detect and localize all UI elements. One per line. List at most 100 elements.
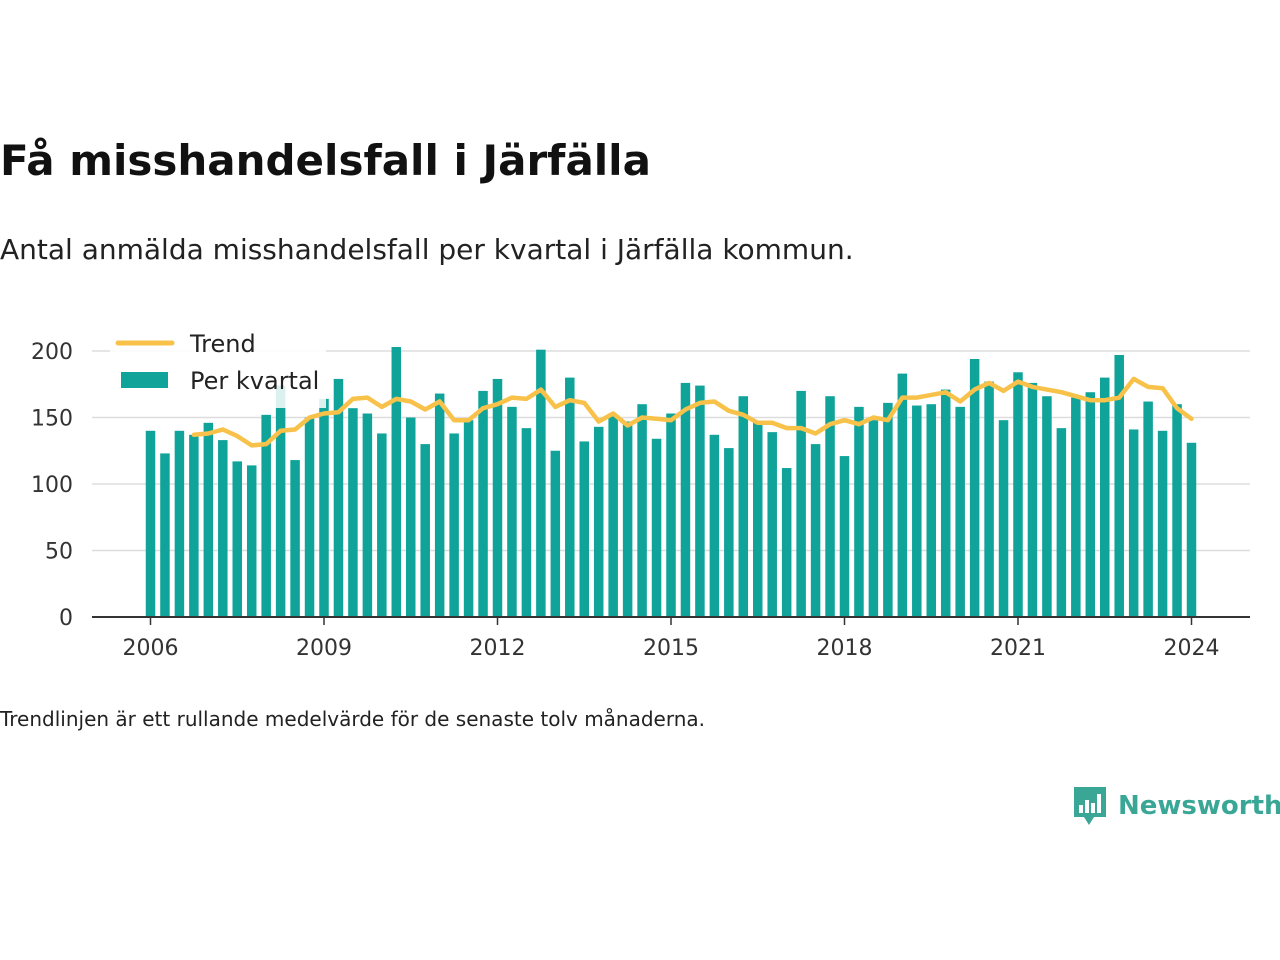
y-tick-label: 50 xyxy=(45,540,73,565)
chart-subtitle: Antal anmälda misshandelsfall per kvarta… xyxy=(0,233,854,266)
bar xyxy=(767,432,777,617)
bar xyxy=(290,460,300,617)
bar xyxy=(1042,396,1052,617)
bar xyxy=(565,377,575,617)
bar xyxy=(637,404,647,617)
bar xyxy=(695,385,705,617)
x-tick-label: 2024 xyxy=(1164,636,1220,661)
bar xyxy=(1143,401,1153,617)
bar xyxy=(1186,442,1197,617)
bar xyxy=(753,421,763,617)
bar xyxy=(275,385,286,617)
bar xyxy=(1056,428,1067,617)
bar xyxy=(1114,354,1124,617)
newsworthy-logo: Newsworthy xyxy=(1072,785,1280,827)
y-tick-label: 200 xyxy=(31,340,73,365)
legend: Trend Per kvartal xyxy=(110,330,326,408)
bar xyxy=(507,406,517,617)
bar xyxy=(1128,429,1139,617)
bar xyxy=(738,396,749,617)
y-tick-labels: 0 50 100 150 200 xyxy=(31,340,73,631)
bar xyxy=(478,390,488,617)
bar xyxy=(984,381,994,617)
y-tick-label: 150 xyxy=(31,407,73,432)
bar xyxy=(391,347,402,617)
bar xyxy=(377,433,387,617)
bar xyxy=(1100,377,1110,617)
trend-line xyxy=(191,376,1194,448)
bar xyxy=(449,433,459,617)
bar xyxy=(203,422,214,617)
bar xyxy=(854,406,864,617)
bar xyxy=(955,406,965,617)
bar xyxy=(868,420,879,617)
bar xyxy=(724,448,734,617)
bar-series-per-kvartal xyxy=(145,347,1197,617)
bar xyxy=(434,393,445,617)
bar xyxy=(940,389,951,617)
newsworthy-logo-icon xyxy=(1074,787,1106,825)
x-tick-label: 2018 xyxy=(817,636,873,661)
bar xyxy=(145,430,156,617)
bar xyxy=(897,373,908,617)
bar xyxy=(261,414,271,617)
legend-label-trend: Trend xyxy=(189,330,256,358)
bar xyxy=(160,453,170,617)
bar xyxy=(550,450,561,617)
bar xyxy=(333,378,344,617)
bar xyxy=(839,456,850,617)
bar xyxy=(622,421,633,617)
bar xyxy=(492,378,503,617)
bar xyxy=(810,444,821,617)
legend-label-per-kvartal: Per kvartal xyxy=(190,367,319,395)
bar xyxy=(969,358,980,617)
bar xyxy=(232,461,242,617)
bar xyxy=(680,382,691,617)
bar xyxy=(666,413,676,617)
x-tick-label: 2006 xyxy=(123,636,179,661)
bar xyxy=(1013,372,1023,617)
x-tick-label: 2012 xyxy=(470,636,526,661)
bar xyxy=(420,444,430,617)
y-tick-label: 100 xyxy=(31,473,73,498)
x-tick-label: 2009 xyxy=(296,636,352,661)
bar xyxy=(406,417,416,617)
y-tick-label: 0 xyxy=(59,606,73,631)
bar xyxy=(189,434,199,617)
bar xyxy=(579,441,589,617)
bar xyxy=(174,430,185,617)
bar xyxy=(825,396,835,617)
bar xyxy=(1157,430,1168,617)
bar-line-chart: 0 50 100 150 200 2006 2009 2012 2015 2018 2021 202… xyxy=(31,330,1250,661)
bar xyxy=(319,398,329,617)
bar xyxy=(781,468,792,617)
bar xyxy=(362,413,373,617)
brand-name: Newsworthy xyxy=(1118,791,1280,821)
bar xyxy=(593,426,604,617)
bar xyxy=(304,417,315,617)
bar xyxy=(1085,392,1096,617)
x-tick-label: 2021 xyxy=(990,636,1046,661)
bar xyxy=(521,428,532,617)
bar xyxy=(709,434,720,617)
bar xyxy=(926,404,936,617)
chart-title: Få misshandelsfall i Järfälla xyxy=(0,136,651,185)
bar xyxy=(246,465,257,617)
bar xyxy=(348,408,358,617)
bar xyxy=(608,414,618,617)
x-tick-label: 2015 xyxy=(643,636,699,661)
bar xyxy=(218,440,228,617)
bar xyxy=(536,349,546,617)
bar xyxy=(796,390,806,617)
bar xyxy=(463,420,474,617)
bar xyxy=(998,420,1009,617)
bar xyxy=(1071,397,1081,617)
bar xyxy=(883,402,893,617)
bar xyxy=(651,438,662,617)
x-tick-labels: 2006 2009 2012 2015 2018 2021 2024 xyxy=(123,617,1220,661)
legend-swatch-per-kvartal xyxy=(121,372,168,388)
bar xyxy=(1172,404,1182,617)
footnote: Trendlinjen är ett rullande medelvärde f… xyxy=(0,707,706,731)
bar xyxy=(1027,382,1038,617)
bar xyxy=(912,405,922,617)
